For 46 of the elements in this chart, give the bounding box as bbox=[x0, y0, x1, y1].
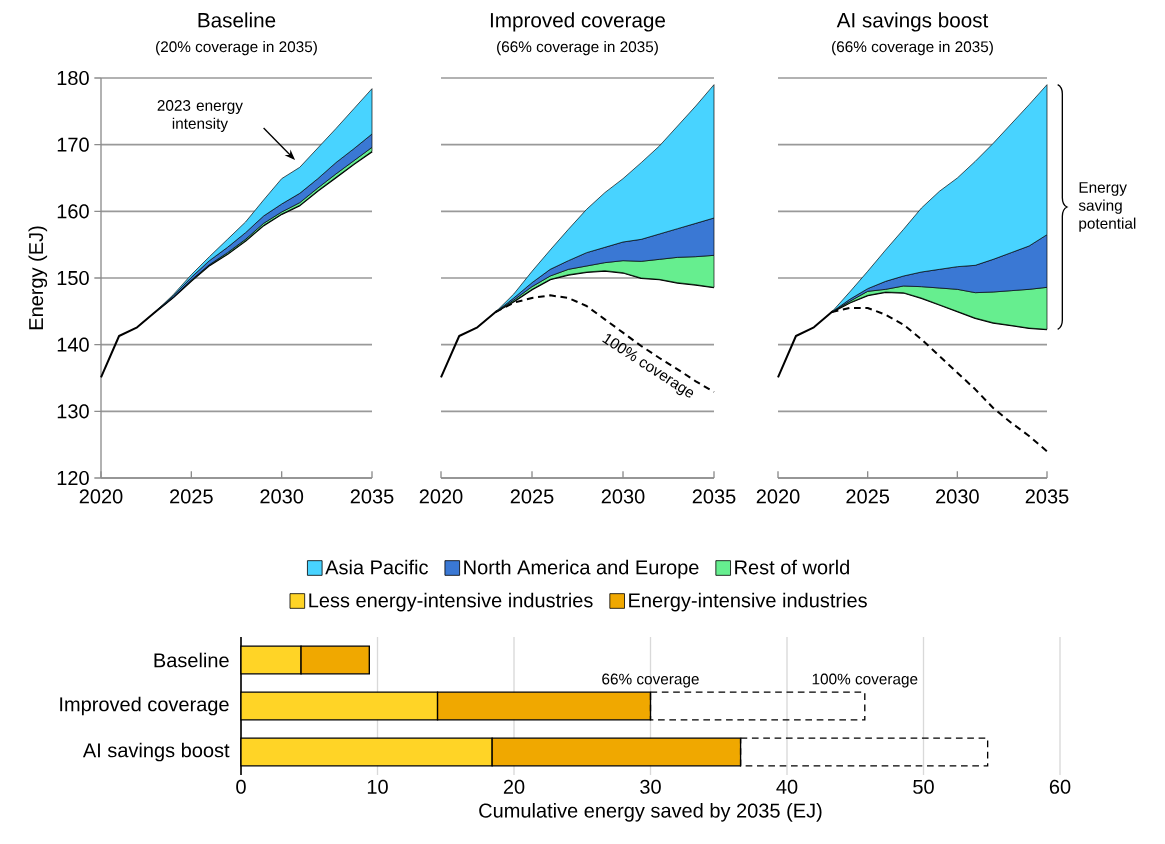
x-tick-label: 2025 bbox=[510, 489, 554, 504]
x-tick-label: 50 bbox=[913, 779, 934, 794]
x-tick-label: 2025 bbox=[846, 489, 890, 504]
y-tick-label: 160 bbox=[57, 204, 89, 219]
y-tick-label: AI savings boost bbox=[82, 742, 230, 762]
x-tick-label: 2025 bbox=[170, 489, 213, 504]
x-tick-label: 40 bbox=[776, 779, 798, 794]
x-tick-label: 2035 bbox=[350, 489, 394, 504]
x-tick-label: 30 bbox=[640, 779, 661, 794]
y-tick-label: Improved coverage bbox=[60, 696, 229, 716]
y-tick-label: 170 bbox=[57, 137, 89, 152]
legend-label: Energy-intensive industries bbox=[629, 592, 867, 612]
x-tick-label: 2035 bbox=[1025, 489, 1069, 504]
legend-label: Less energy-intensive industries bbox=[309, 592, 593, 612]
x-tick-label: 0 bbox=[236, 779, 246, 794]
x-tick-label: 20 bbox=[503, 779, 525, 794]
y-tick-label: 130 bbox=[57, 404, 89, 419]
annotation: 100% coverage bbox=[812, 673, 918, 688]
x-tick-label: 2020 bbox=[756, 489, 800, 504]
y-tick-label: Baseline bbox=[154, 652, 229, 668]
x-axis-title: Cumulative energy saved by 2035 (EJ) bbox=[479, 803, 822, 822]
x-tick-label: 2035 bbox=[692, 489, 736, 504]
annotation: 66% coverage bbox=[602, 673, 699, 688]
legend-label: Asia Pacific bbox=[325, 559, 428, 575]
annotation: 2023 energy intensity bbox=[157, 100, 243, 132]
legend-label: Rest of world bbox=[735, 559, 849, 575]
chart-title: Improved coverage bbox=[490, 12, 665, 32]
x-tick-label: 2030 bbox=[601, 489, 645, 504]
y-tick-label: 150 bbox=[57, 270, 89, 286]
y-axis-title: Energy (EJ) bbox=[28, 226, 48, 330]
chart-title: Baseline bbox=[198, 12, 276, 28]
chart-subtitle: (66% coverage in 2035) bbox=[832, 40, 993, 56]
chart-title: AI savings boost bbox=[836, 12, 989, 32]
legend-label: North America and Europe bbox=[464, 559, 699, 579]
x-tick-label: 2020 bbox=[419, 489, 463, 504]
y-tick-label: 120 bbox=[57, 470, 89, 486]
y-tick-label: 140 bbox=[57, 337, 89, 352]
text: Energy saving potential bbox=[1078, 182, 1136, 232]
chart-subtitle: (20% coverage in 2035) bbox=[156, 40, 317, 56]
x-tick-label: 2020 bbox=[79, 489, 123, 504]
y-tick-label: 180 bbox=[57, 70, 89, 86]
x-tick-label: 10 bbox=[367, 779, 388, 794]
x-tick-label: 2030 bbox=[936, 489, 979, 504]
x-tick-label: 60 bbox=[1049, 779, 1071, 794]
x-tick-label: 2030 bbox=[260, 489, 304, 504]
chart-subtitle: (66% coverage in 2035) bbox=[497, 40, 658, 56]
